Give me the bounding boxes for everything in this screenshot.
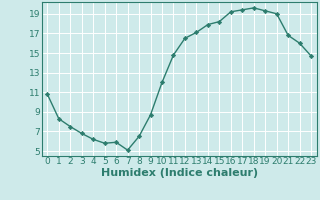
X-axis label: Humidex (Indice chaleur): Humidex (Indice chaleur) <box>100 168 258 178</box>
